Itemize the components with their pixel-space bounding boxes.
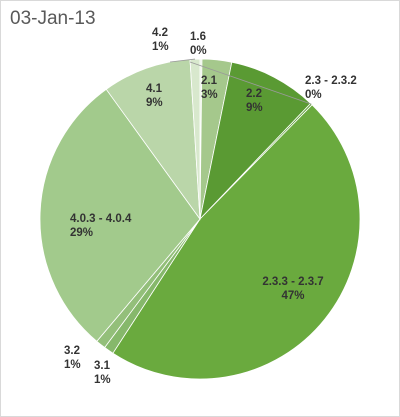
slice-label: 2.3 - 2.3.2 0% [305, 75, 357, 101]
slice-label: 3.1 1% [94, 360, 111, 386]
slice-label: 4.2 1% [152, 27, 169, 53]
pie-slice-2-3-3-2-3-7 [112, 104, 361, 380]
pie-slice-4-0-3-4-0-4 [39, 88, 201, 342]
slice-label: 2.1 3% [201, 75, 218, 101]
slice-label: 2.2 9% [246, 88, 263, 114]
leader-line [169, 58, 196, 63]
slice-label: 4.0.3 - 4.0.4 29% [70, 213, 132, 239]
slice-label: 2.3.3 - 2.3.7 47% [262, 276, 323, 302]
pie-slice-2-2 [199, 61, 312, 221]
slice-label: 3.2 1% [64, 345, 81, 371]
leader-line [189, 61, 312, 105]
chart-title: 03-Jan-13 [10, 8, 96, 29]
slice-label: 1.6 0% [190, 31, 207, 57]
slice-label: 4.1 9% [146, 83, 163, 109]
